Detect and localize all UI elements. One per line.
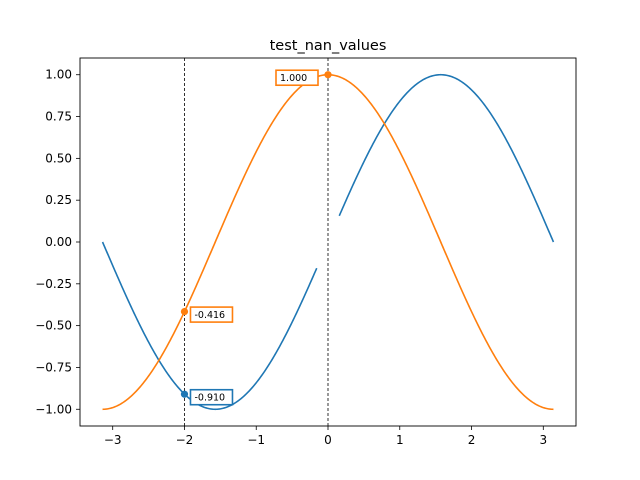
y-tick-label: 0.50 xyxy=(45,151,72,165)
annotation-label: 1.000 xyxy=(280,73,307,84)
x-tick-label: 2 xyxy=(468,433,476,447)
x-tick-label: 3 xyxy=(539,433,547,447)
y-tick-label: 0.75 xyxy=(45,110,72,124)
y-tick-label: −0.50 xyxy=(35,319,72,333)
x-axis-ticks: −3 −2 −1 0 1 2 3 xyxy=(104,426,547,447)
vertical-lines xyxy=(184,58,329,426)
y-tick-label: −0.25 xyxy=(35,277,72,291)
x-tick-label: −1 xyxy=(247,433,265,447)
y-tick-label: −0.75 xyxy=(35,360,72,374)
annotation-box xyxy=(275,69,319,87)
series-line-1 xyxy=(101,73,555,411)
annotation-box xyxy=(189,388,234,406)
annotation-marker xyxy=(180,390,189,398)
chart-title: test_nan_values xyxy=(270,38,387,54)
x-tick-label: 0 xyxy=(324,433,332,447)
y-tick-label: 0.25 xyxy=(45,193,72,207)
annotation-label: -0.910 xyxy=(194,393,225,404)
annotation-label: -0.416 xyxy=(194,310,225,321)
y-tick-label: 0.00 xyxy=(45,235,72,249)
y-tick-label: 1.00 xyxy=(45,68,72,82)
y-tick-label: −1.00 xyxy=(35,402,72,416)
annotation-marker xyxy=(180,307,189,316)
x-tick-label: 1 xyxy=(396,433,404,447)
x-tick-label: −2 xyxy=(176,433,194,447)
y-axis-ticks: 1.00 0.75 0.50 0.25 0.00 −0.25 −0.50 −0.75 −1.00 xyxy=(35,68,80,416)
annotation-box xyxy=(189,306,234,323)
annotations: -0.910 -0.416 1.000 xyxy=(189,69,319,406)
annotation-marker xyxy=(324,71,332,79)
annotation-markers xyxy=(180,71,332,398)
x-tick-label: −3 xyxy=(104,433,122,447)
